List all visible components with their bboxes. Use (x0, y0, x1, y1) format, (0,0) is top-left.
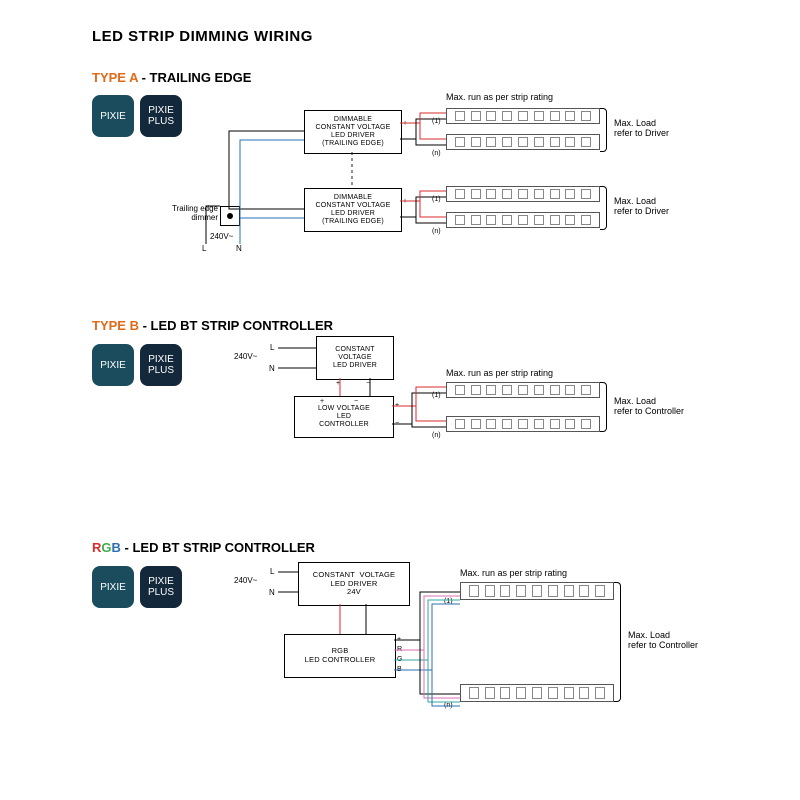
type-b-brace (600, 382, 607, 432)
type-a-idx-n: (n) (432, 150, 441, 157)
type-a-strip-1b (446, 134, 600, 150)
rgb-strip-caption: Max. run as per strip rating (460, 568, 567, 578)
type-a-idx2-n: (n) (432, 228, 441, 235)
rgb-out-B: B (397, 666, 402, 673)
type-b-controller: LOW VOLTAGE LED CONTROLLER (294, 396, 394, 438)
type-b-ctrl-minus-in: − (354, 398, 358, 405)
rgb-L: L (270, 567, 274, 576)
type-a-driver2-plus: + (403, 198, 407, 205)
page-title: LED STRIP DIMMING WIRING (92, 28, 313, 45)
type-b-strip-2 (446, 416, 600, 432)
pixie-badge-label: PIXIE (100, 111, 126, 122)
type-a-heading: TYPE A - TRAILING EDGE (92, 70, 251, 85)
rgb-note: Max. Load refer to Controller (628, 630, 698, 651)
type-a-brace-1 (600, 108, 607, 152)
type-a-driver1-minus: − (403, 136, 407, 143)
pixie-plus-badge-rgb-label: PIXIE PLUS (148, 576, 174, 598)
rgb-idx-n: (n) (444, 702, 453, 709)
type-a-L: L (202, 244, 206, 253)
type-a-driver-1: DIMMABLE CONSTANT VOLTAGE LED DRIVER (TR… (304, 110, 402, 154)
type-b-strip-1 (446, 382, 600, 398)
type-a-strip-2a (446, 186, 600, 202)
rgb-g: G (101, 540, 111, 555)
rgb-out-plus: + (397, 636, 401, 643)
rgb-out-R: R (397, 646, 402, 653)
rgb-brace (614, 582, 621, 702)
pixie-badge: PIXIE (92, 95, 134, 137)
type-a-note-1: Max. Load refer to Driver (614, 118, 669, 139)
type-b-ctrl-plus-out: + (395, 402, 399, 409)
type-b-ctrl-plus-in: + (320, 398, 324, 405)
type-a-idx-1: (1) (432, 118, 441, 125)
type-a-driver-2: DIMMABLE CONSTANT VOLTAGE LED DRIVER (TR… (304, 188, 402, 232)
type-a-strip-1a (446, 108, 600, 124)
rgb-strip-2 (460, 684, 614, 702)
type-a-strip-caption: Max. run as per strip rating (446, 92, 553, 102)
type-b-accent: TYPE B (92, 318, 139, 333)
rgb-controller: RGB LED CONTROLLER (284, 634, 396, 678)
pixie-badge-b: PIXIE (92, 344, 134, 386)
type-a-accent: TYPE A (92, 70, 138, 85)
type-a-idx2-1: (1) (432, 196, 441, 203)
type-b-N: N (269, 364, 275, 373)
type-b-driver-plus: + (336, 380, 340, 387)
rgb-240v: 240V~ (234, 576, 257, 585)
pixie-badge-rgb: PIXIE (92, 566, 134, 608)
rgb-r: R (92, 540, 101, 555)
type-b-driver-minus: − (366, 380, 370, 387)
rgb-driver: CONSTANT VOLTAGE LED DRIVER 24V (298, 562, 410, 606)
type-a-240v: 240V~ (210, 232, 233, 241)
type-b-heading: TYPE B - LED BT STRIP CONTROLLER (92, 318, 333, 333)
type-b-ctrl-minus-out: − (395, 420, 399, 427)
type-b-L: L (270, 343, 274, 352)
type-a-note-2: Max. Load refer to Driver (614, 196, 669, 217)
type-a-driver1-plus: + (403, 120, 407, 127)
pixie-plus-badge-b-label: PIXIE PLUS (148, 354, 174, 376)
type-b-driver: CONSTANT VOLTAGE LED DRIVER (316, 336, 394, 380)
type-a-brace-2 (600, 186, 607, 230)
type-a-strip-2b (446, 212, 600, 228)
dimmer-label: Trailing edge dimmer (160, 204, 218, 222)
pixie-plus-badge-label: PIXIE PLUS (148, 105, 174, 127)
type-b-note: Max. Load refer to Controller (614, 396, 684, 417)
rgb-out-G: G (397, 656, 402, 663)
rgb-b: B (112, 540, 121, 555)
pixie-plus-badge: PIXIE PLUS (140, 95, 182, 137)
pixie-badge-rgb-label: PIXIE (100, 582, 126, 593)
rgb-N: N (269, 588, 275, 597)
type-b-idx-1: (1) (432, 392, 441, 399)
rgb-rest: - LED BT STRIP CONTROLLER (121, 540, 315, 555)
pixie-plus-badge-rgb: PIXIE PLUS (140, 566, 182, 608)
type-b-240v: 240V~ (234, 352, 257, 361)
type-a-rest: - TRAILING EDGE (138, 70, 251, 85)
type-b-strip-caption: Max. run as per strip rating (446, 368, 553, 378)
rgb-idx-1: (1) (444, 598, 453, 605)
rgb-heading: RGB - LED BT STRIP CONTROLLER (92, 540, 315, 555)
type-a-driver2-minus: − (403, 214, 407, 221)
rgb-strip-1 (460, 582, 614, 600)
dimmer-box (220, 206, 240, 226)
type-a-N: N (236, 244, 242, 253)
type-b-rest: - LED BT STRIP CONTROLLER (139, 318, 333, 333)
pixie-badge-b-label: PIXIE (100, 360, 126, 371)
pixie-plus-badge-b: PIXIE PLUS (140, 344, 182, 386)
type-b-idx-n: (n) (432, 432, 441, 439)
